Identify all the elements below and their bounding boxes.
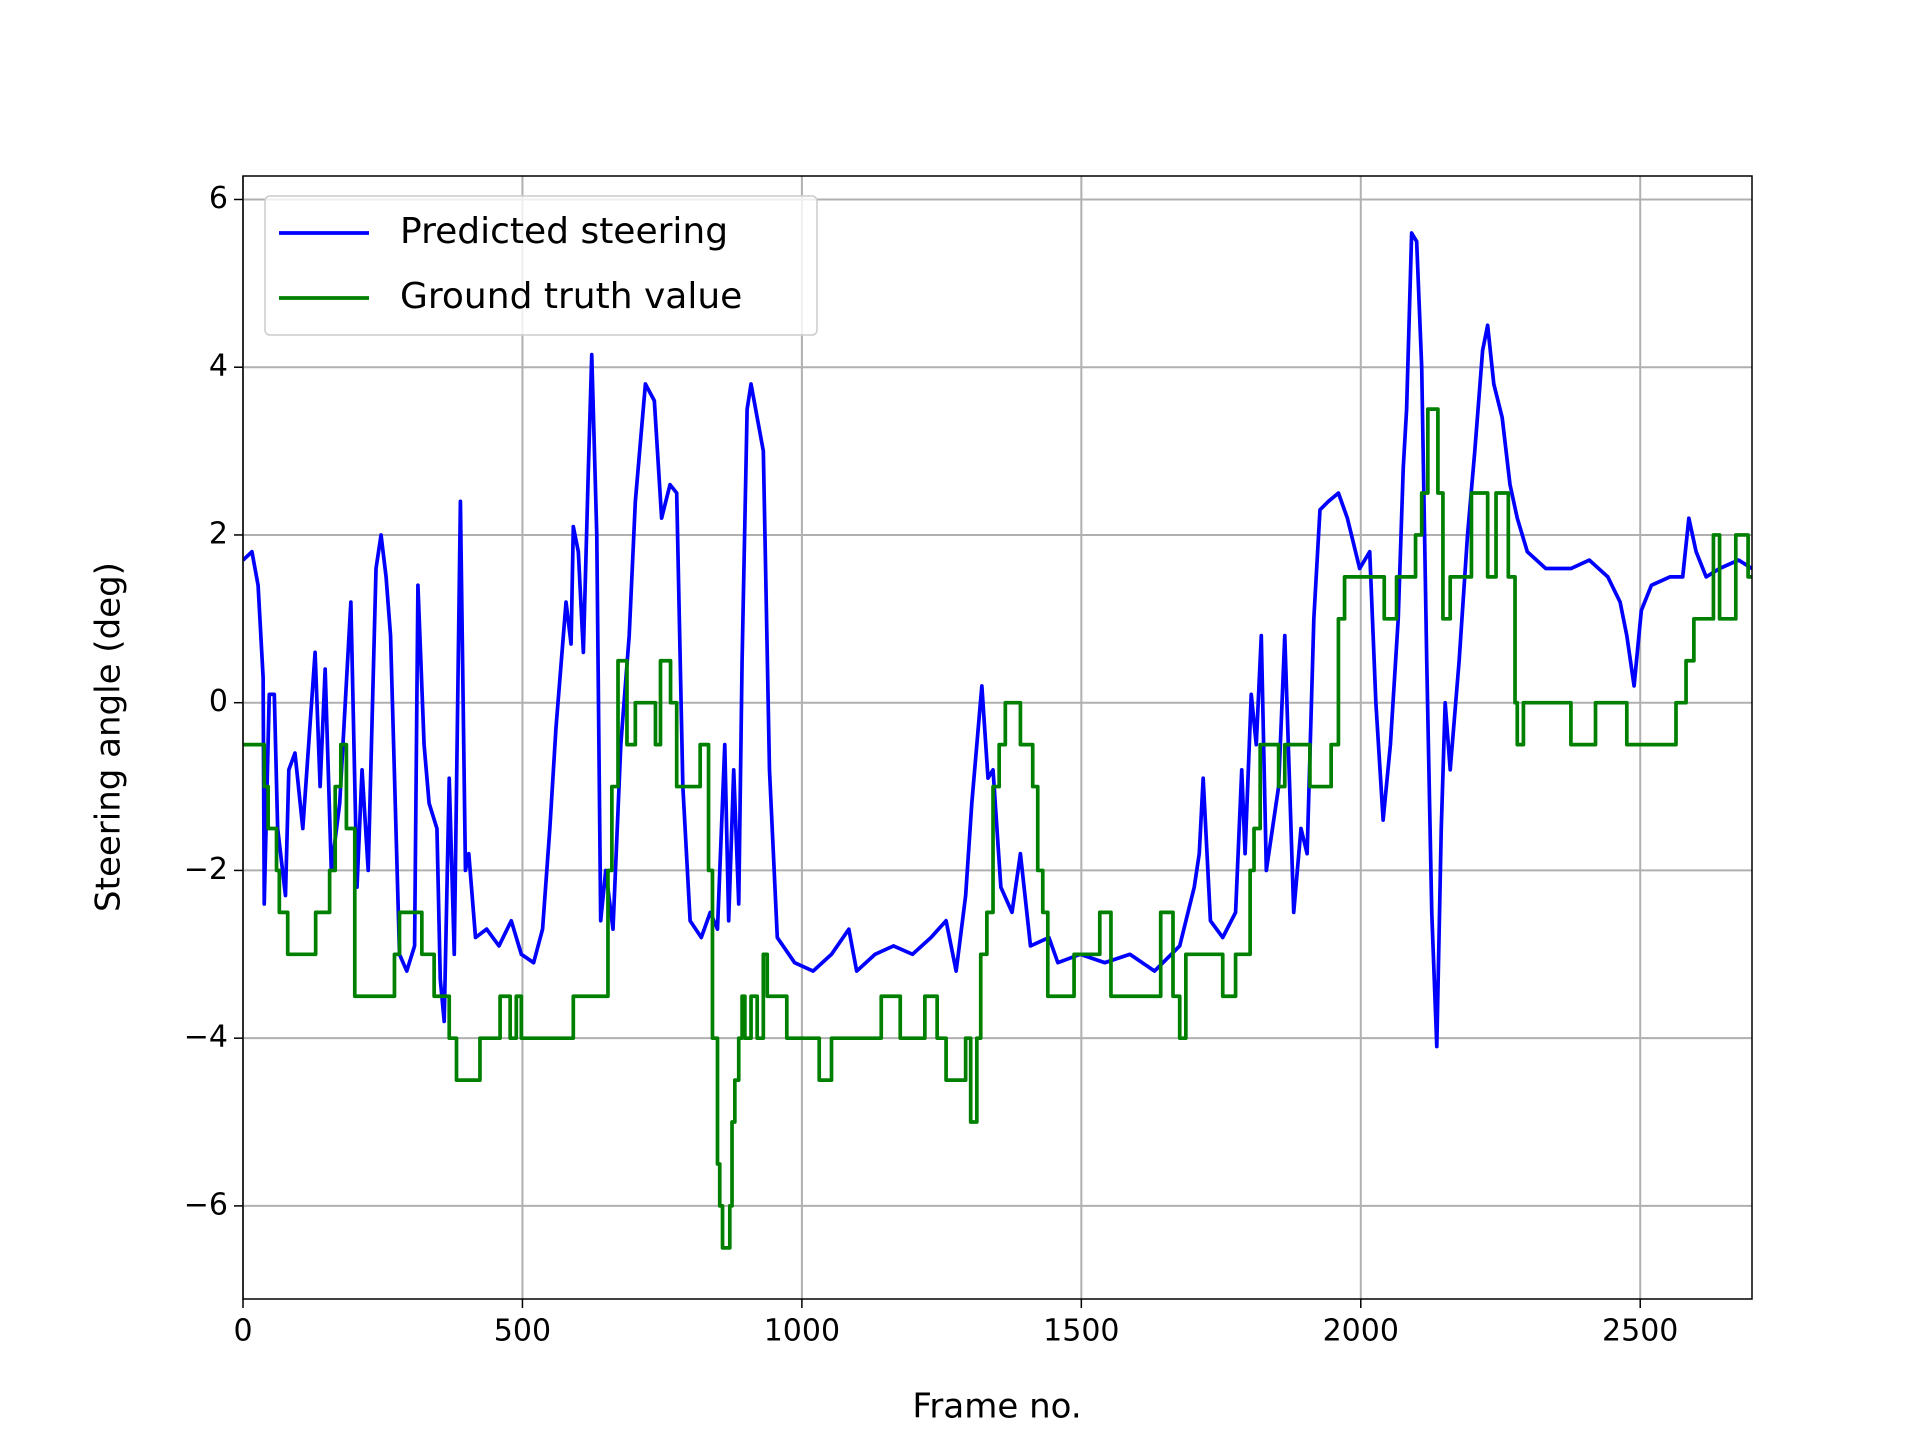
y-tick-label: 0 (209, 684, 228, 719)
legend-label: Ground truth value (400, 276, 742, 317)
x-tick-label: 2500 (1602, 1314, 1678, 1349)
x-tick-label: 2000 (1323, 1314, 1399, 1349)
series-line (243, 231, 1752, 1049)
x-tick-label: 500 (494, 1314, 551, 1349)
y-tick-label: −4 (184, 1020, 228, 1055)
x-tick-label: 1500 (1043, 1314, 1119, 1349)
y-tick-label: −6 (184, 1187, 228, 1222)
series-line (243, 407, 1752, 1250)
x-axis-label: Frame no. (912, 1387, 1081, 1427)
y-axis-label: Steering angle (deg) (89, 562, 129, 912)
x-tick-label: 1000 (764, 1314, 840, 1349)
axes-frame (242, 175, 1753, 1300)
y-tick-label: 6 (209, 181, 228, 216)
y-tick-label: 4 (209, 349, 228, 384)
legend-box (264, 195, 818, 336)
y-tick-label: −2 (184, 852, 228, 887)
plot-area (243, 231, 1752, 1250)
y-tick-label: 2 (209, 516, 228, 551)
legend-label: Predicted steering (400, 211, 728, 252)
x-tick-label: 0 (233, 1314, 252, 1349)
